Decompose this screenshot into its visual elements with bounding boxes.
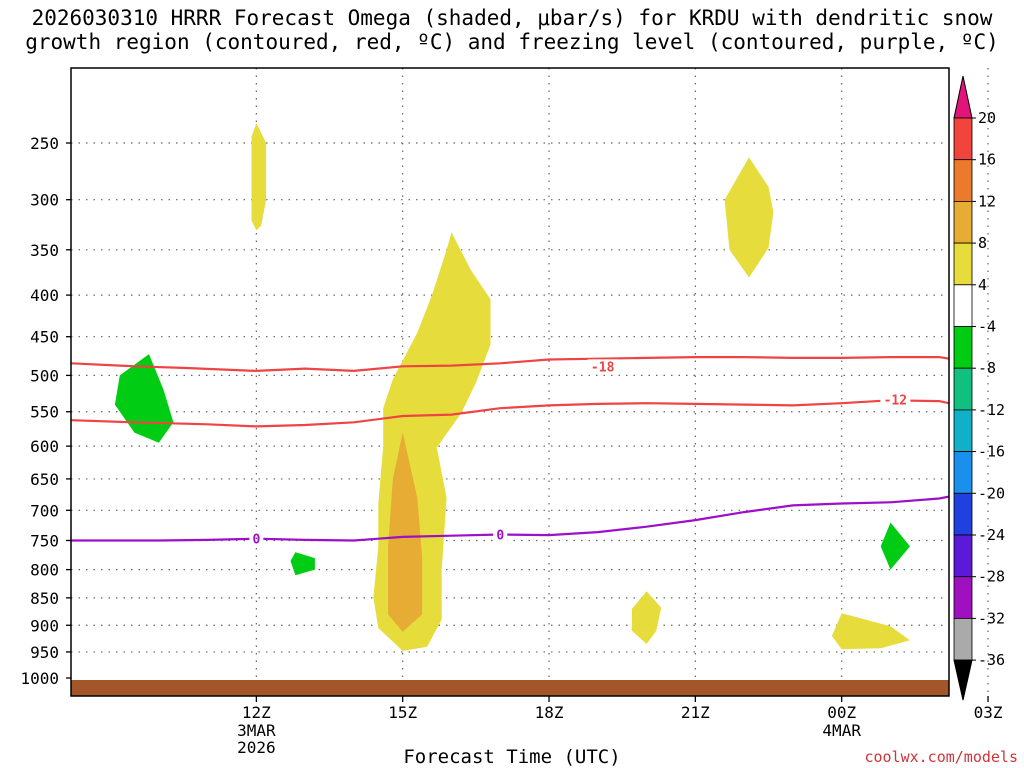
y-tick-label-250: 250: [30, 134, 59, 153]
y-tick-label-800: 800: [30, 561, 59, 580]
y-tick-label-1000: 1000: [20, 669, 59, 688]
colorbar-bin-9: [953, 451, 973, 494]
contour-labels: -18 -12 0 0: [249, 359, 911, 548]
contour-label-0-1: 0: [496, 529, 504, 544]
y-tick-label-600: 600: [30, 437, 59, 456]
colorbar-bin-10: [953, 492, 973, 536]
y-tick-label-450: 450: [30, 328, 59, 347]
omega-region-2: [388, 432, 423, 632]
contour-line--18: [71, 356, 949, 373]
omega-shading: [114, 123, 910, 651]
x-tick-sublabel-2026: 2026: [237, 738, 276, 757]
omega-region-7: [114, 354, 174, 443]
omega-region-6: [831, 613, 910, 650]
contour-label-bg: [493, 527, 508, 542]
contour-label--12-0: -12: [884, 394, 907, 409]
chart-title: 2026030310 HRRR Forecast Omega (shaded, …: [25, 6, 999, 54]
x-tick-label-21Z: 21Z: [681, 703, 710, 722]
x-tick-label-12Z: 12Z: [242, 703, 271, 722]
colorbar-label--8: -8: [978, 359, 996, 377]
y-tick-label-550: 550: [30, 403, 59, 422]
colorbar-bin-4: [953, 242, 973, 286]
colorbar-bin-12: [953, 576, 973, 619]
colorbar-bin-1: [953, 117, 973, 161]
colorbar-label--16: -16: [978, 443, 1005, 461]
y-tick-label-700: 700: [30, 501, 59, 520]
colorbar-bin-3: [953, 200, 973, 244]
colorbar-label-20: 20: [978, 109, 996, 127]
colorbar-label-12: 12: [978, 192, 996, 210]
x-tick-label-03Z: 03Z: [974, 703, 1003, 722]
colorbar-bin-8: [953, 409, 973, 452]
x-tick-sublabel-3MAR: 3MAR: [237, 721, 276, 740]
colorbar-bin-13: [953, 618, 973, 661]
x-axis-label: Forecast Time (UTC): [403, 746, 621, 768]
omega-region-3: [724, 157, 774, 278]
y-tick-label-900: 900: [30, 616, 59, 635]
colorbar-bin-2: [953, 159, 973, 202]
colorbar-bin-11: [953, 534, 973, 578]
y-tick-label-350: 350: [30, 241, 59, 260]
omega-region-9: [880, 522, 910, 570]
contour-label-bg: [249, 531, 264, 546]
contour-label--18-0: -18: [591, 360, 615, 375]
contour-line--12: [71, 399, 949, 428]
colorbar-bin-6: [953, 326, 973, 369]
x-tick-sublabel-4MAR: 4MAR: [822, 721, 861, 740]
y-tick-label-850: 850: [30, 589, 59, 608]
omega-region-0: [251, 123, 267, 231]
y-tick-label-300: 300: [30, 191, 59, 210]
colorbar-label--4: -4: [978, 318, 996, 336]
colorbar-bottom-arrow: [953, 659, 973, 701]
colorbar-label--24: -24: [978, 526, 1005, 544]
y-axis: 250 300 350 400 450 500 550 600 650 700 750 800 850 9…: [20, 134, 71, 688]
credit-link[interactable]: coolwx.com/models: [864, 748, 1018, 766]
x-tick-label-15Z: 15Z: [388, 703, 417, 722]
y-tick-label-650: 650: [30, 470, 59, 489]
y-tick-label-400: 400: [30, 286, 59, 305]
y-tick-label-950: 950: [30, 643, 59, 662]
colorbar-top-arrow: [953, 75, 973, 119]
colorbar-label--20: -20: [978, 484, 1005, 502]
plot-background: [71, 68, 949, 696]
colorbar-label--28: -28: [978, 568, 1005, 586]
terrain-layer: [71, 680, 949, 696]
colorbar-label-16: 16: [978, 151, 996, 169]
contour-label-0-0: 0: [252, 533, 260, 548]
colorbar-label--32: -32: [978, 609, 1005, 627]
x-tick-label-18Z: 18Z: [535, 703, 564, 722]
contour-label-bg: [880, 392, 911, 407]
colorbar: 20 16 12 8 4 -4 -8 -12 -16 -20 -24 -28 -32 -36: [953, 75, 1005, 701]
plot-frame: [70, 67, 950, 697]
terrain-band: [71, 680, 949, 696]
y-tick-label-500: 500: [30, 366, 59, 385]
colorbar-label--36: -36: [978, 651, 1005, 669]
contour-label-bg: [587, 359, 618, 374]
colorbar-bin-5: [953, 284, 973, 327]
omega-region-8: [290, 552, 315, 576]
colorbar-bin-7: [953, 367, 973, 411]
x-tick-label-00Z: 00Z: [827, 703, 856, 722]
y-tick-label-750: 750: [30, 531, 59, 550]
colorbar-label-8: 8: [978, 234, 987, 252]
omega-region-5: [631, 591, 662, 644]
colorbar-label--12: -12: [978, 401, 1005, 419]
colorbar-label-4: 4: [978, 276, 987, 294]
